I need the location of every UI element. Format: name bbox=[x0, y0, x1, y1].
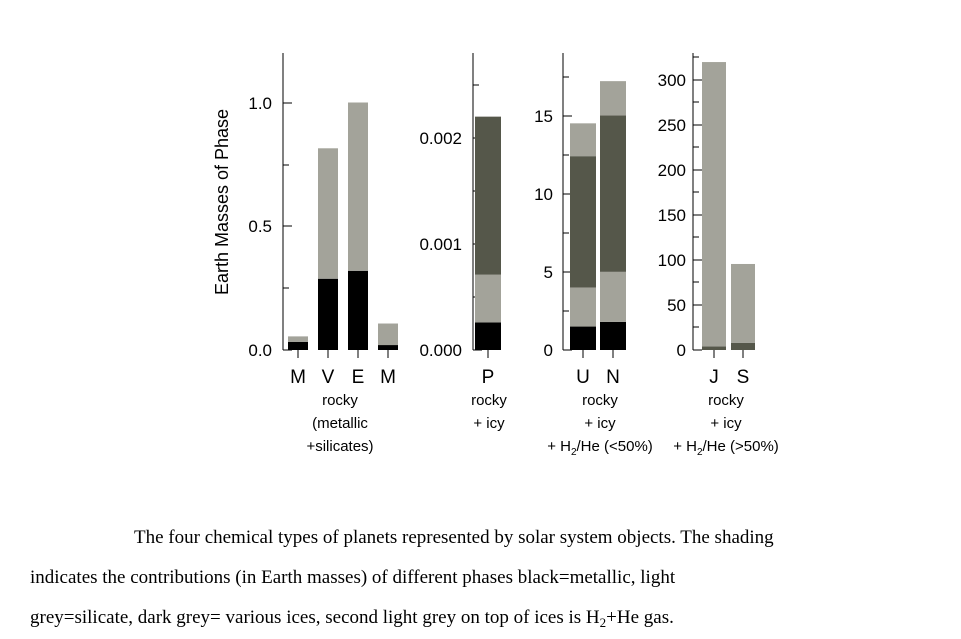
bar-segment-metallic bbox=[600, 321, 626, 350]
y-tick-label: 0 bbox=[544, 341, 553, 360]
group-label-line: + icy bbox=[584, 415, 616, 432]
bar-segment-metallic bbox=[348, 270, 368, 350]
y-tick-label: 0.001 bbox=[419, 235, 462, 254]
group-label-line: rocky bbox=[582, 392, 618, 409]
caption-line-3-end: +He gas. bbox=[606, 607, 674, 628]
bar-segment-silicate bbox=[600, 271, 626, 322]
y-tick-label: 250 bbox=[658, 116, 686, 135]
y-tick-label: 100 bbox=[658, 251, 686, 270]
group-label-line: + icy bbox=[710, 415, 742, 432]
group-label-part: + H bbox=[547, 438, 571, 455]
group-label-line: (metallic bbox=[312, 415, 368, 432]
y-tick-label: 10 bbox=[534, 185, 553, 204]
bar-segment-ices bbox=[600, 115, 626, 272]
group-label-part: /He (>50%) bbox=[703, 438, 779, 455]
bar-segment-gas bbox=[600, 81, 626, 116]
group-label-line: +silicates) bbox=[306, 438, 373, 455]
caption-line-3-text: grey=silicate, dark grey= various ices, … bbox=[30, 607, 600, 628]
caption-line-3: grey=silicate, dark grey= various ices, … bbox=[30, 598, 930, 639]
bar-segment-silicate bbox=[378, 323, 398, 346]
y-tick-label: 50 bbox=[667, 296, 686, 315]
x-tick-label: M bbox=[290, 367, 306, 388]
group-label-subscript: 2 bbox=[697, 447, 703, 458]
planet-composition-chart: 0.00.51.0M V E Mrocky(metallic+silicates)Ea… bbox=[212, 53, 779, 458]
y-axis-title: Earth Masses of Phase bbox=[212, 109, 232, 295]
caption-line-2: indicates the contributions (in Earth ma… bbox=[30, 567, 676, 588]
group-label-line: + H2/He (<50%) bbox=[547, 438, 653, 458]
bar-segment-metallic bbox=[318, 278, 338, 350]
figure-caption: The four chemical types of planets repre… bbox=[30, 518, 930, 639]
bar-segment-metallic bbox=[570, 326, 596, 350]
x-tick-label: E bbox=[352, 367, 365, 388]
x-tick-label: M bbox=[380, 367, 396, 388]
x-tick-label: S bbox=[737, 367, 750, 388]
bar-segment-ices bbox=[570, 156, 596, 288]
x-tick-label: V bbox=[322, 367, 335, 388]
y-tick-label: 0.002 bbox=[419, 129, 462, 148]
bar-segment-silicate bbox=[475, 274, 501, 323]
caption-line-1: The four chemical types of planets repre… bbox=[134, 527, 774, 548]
group-label-line: + icy bbox=[473, 415, 505, 432]
y-tick-label: 0.5 bbox=[248, 217, 272, 236]
y-tick-label: 300 bbox=[658, 71, 686, 90]
bar-segment-gas bbox=[570, 123, 596, 157]
bar-segment-gas bbox=[702, 62, 726, 347]
x-tick-label: P bbox=[482, 367, 495, 388]
group-label-line: + H2/He (>50%) bbox=[673, 438, 779, 458]
caption-subscript: 2 bbox=[599, 615, 607, 630]
x-tick-label: J bbox=[709, 367, 719, 388]
group-label-part: + H bbox=[673, 438, 697, 455]
group-label-line: rocky bbox=[322, 392, 358, 409]
y-tick-label: 0 bbox=[677, 341, 686, 360]
bar-segment-ices bbox=[475, 116, 501, 275]
group-label-line: rocky bbox=[471, 392, 507, 409]
bar-segment-metallic bbox=[475, 322, 501, 350]
group-label-subscript: 2 bbox=[571, 447, 577, 458]
bar-segment-silicate bbox=[348, 102, 368, 271]
y-tick-label: 150 bbox=[658, 206, 686, 225]
group-label-part: /He (<50%) bbox=[577, 438, 653, 455]
bar-segment-ices bbox=[702, 346, 726, 350]
y-tick-label: 200 bbox=[658, 161, 686, 180]
bar-segment-metallic bbox=[288, 341, 308, 350]
y-tick-label: 15 bbox=[534, 107, 553, 126]
bar-segment-metallic bbox=[378, 345, 398, 350]
y-tick-label: 0.000 bbox=[419, 341, 462, 360]
bar-segment-ices bbox=[731, 342, 755, 350]
bar-segment-silicate bbox=[318, 148, 338, 279]
x-tick-label: U bbox=[576, 367, 590, 388]
group-label-line: rocky bbox=[708, 392, 744, 409]
bar-segment-gas bbox=[731, 263, 755, 343]
bar-segment-silicate bbox=[570, 287, 596, 327]
y-tick-label: 5 bbox=[544, 263, 553, 282]
x-tick-label: N bbox=[606, 367, 620, 388]
bar-segment-silicate bbox=[288, 336, 308, 342]
y-tick-label: 0.0 bbox=[248, 341, 272, 360]
y-tick-label: 1.0 bbox=[248, 94, 272, 113]
